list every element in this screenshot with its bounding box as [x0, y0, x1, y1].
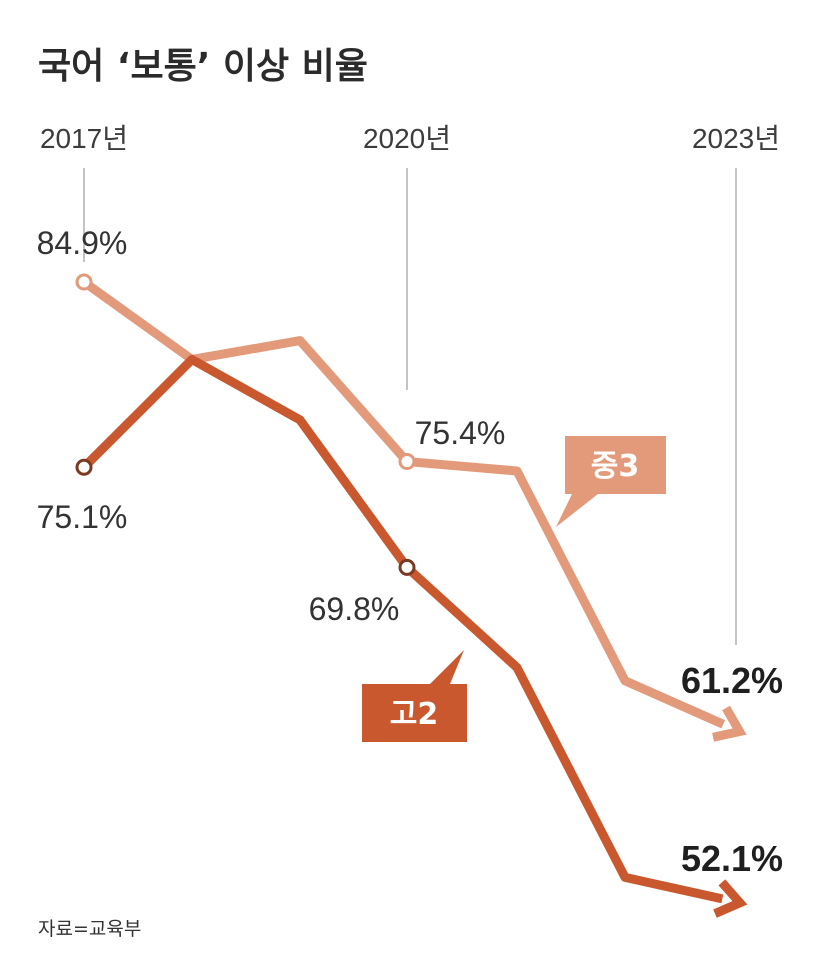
source-note: 자료=교육부 — [38, 918, 141, 940]
series-tag-middle3-label: 중3 — [591, 449, 639, 484]
point-marker-middle3-2017 — [75, 273, 93, 291]
series-line-middle3 — [81, 278, 726, 729]
series-tag-high2-pointer — [430, 650, 464, 684]
year-label-2020: 2020년 — [363, 123, 451, 154]
series-arrow-high2 — [713, 879, 748, 918]
chart-title: 국어 ‘보통’ 이상 비율 — [38, 46, 368, 87]
label-middle3-2023: 61.2% — [681, 660, 783, 701]
year-guides — [83, 168, 737, 645]
series-tag-middle3: 중3 — [556, 436, 666, 527]
label-middle3-2020: 75.4% — [415, 415, 506, 451]
label-middle3-2017: 84.9% — [37, 225, 128, 261]
series-lines — [75, 273, 748, 918]
point-marker-high2-2017 — [75, 458, 93, 476]
point-marker-high2-2020 — [398, 558, 416, 576]
series-tag-middle3-box — [565, 436, 666, 494]
label-high2-2020: 69.8% — [309, 591, 400, 627]
series-tag-high2-box — [362, 684, 467, 742]
point-marker-middle3-2020 — [398, 453, 416, 471]
series-arrow-middle3 — [712, 705, 747, 742]
year-label-2023: 2023년 — [692, 123, 780, 154]
series-tag-high2-label: 고2 — [390, 697, 438, 732]
label-high2-2023: 52.1% — [681, 838, 783, 879]
year-label-2017: 2017년 — [40, 123, 128, 154]
series-tag-middle3-pointer — [556, 494, 598, 527]
series-tag-high2: 고2 — [362, 650, 467, 742]
label-high2-2017: 75.1% — [37, 499, 128, 535]
